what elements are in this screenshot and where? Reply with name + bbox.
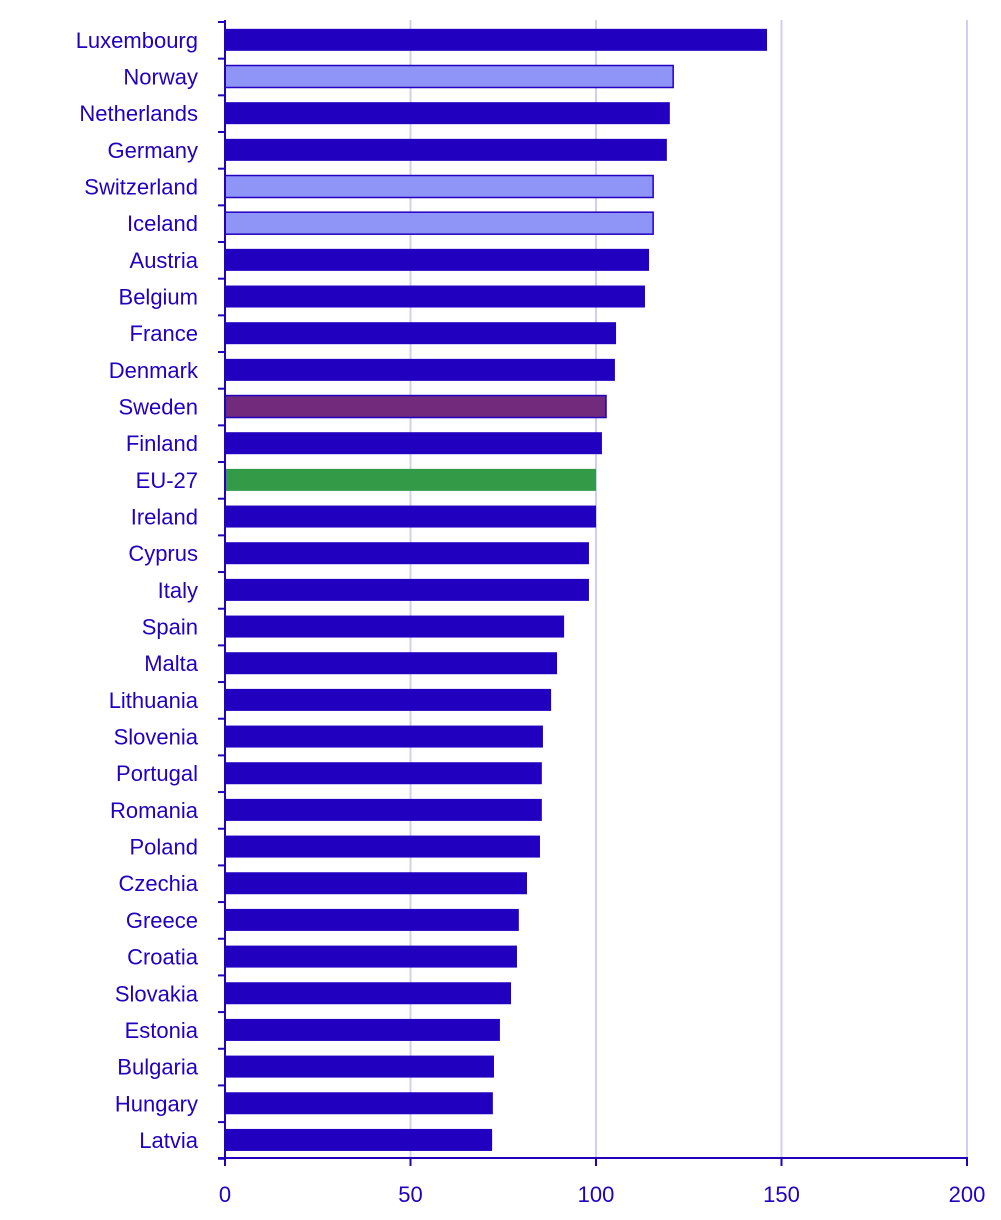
bar-netherlands xyxy=(225,102,670,125)
category-label: Belgium xyxy=(119,285,198,310)
bar-france xyxy=(225,322,617,345)
x-tick-label: 0 xyxy=(219,1182,231,1207)
category-label: Netherlands xyxy=(79,101,198,126)
category-label: Romania xyxy=(110,798,199,823)
category-label: Latvia xyxy=(139,1128,198,1153)
bar-spain xyxy=(225,615,565,638)
bar-ireland xyxy=(225,505,596,528)
bar-eu-27 xyxy=(225,468,596,491)
bar-bulgaria xyxy=(225,1055,494,1078)
category-label: Poland xyxy=(129,835,198,860)
x-tick-label: 200 xyxy=(949,1182,986,1207)
bar-luxembourg xyxy=(225,28,768,51)
category-label: Hungary xyxy=(115,1091,198,1116)
bar-iceland xyxy=(224,211,654,235)
bar-latvia xyxy=(225,1128,493,1151)
category-label: Iceland xyxy=(127,211,198,236)
bar-romania xyxy=(225,798,542,821)
category-label: Lithuania xyxy=(109,688,199,713)
category-label: Czechia xyxy=(119,871,199,896)
bar-norway xyxy=(224,64,674,89)
bar-greece xyxy=(225,908,519,931)
category-label: Norway xyxy=(123,65,198,90)
category-label: EU-27 xyxy=(136,468,198,493)
category-label: Portugal xyxy=(116,761,198,786)
bar-lithuania xyxy=(225,688,552,711)
bar-austria xyxy=(225,248,650,271)
bar-slovakia xyxy=(225,982,512,1005)
bar-croatia xyxy=(225,945,517,968)
category-label: Denmark xyxy=(109,358,199,383)
bar-poland xyxy=(225,835,540,858)
category-label: Greece xyxy=(126,908,198,933)
bar-portugal xyxy=(225,762,542,785)
category-label: Slovenia xyxy=(114,725,199,750)
category-label: Austria xyxy=(130,248,199,273)
bar-malta xyxy=(225,652,558,675)
bar-finland xyxy=(225,432,602,455)
category-label: Croatia xyxy=(127,945,199,970)
category-label: Sweden xyxy=(118,395,198,420)
x-tick-label: 150 xyxy=(763,1182,800,1207)
bar-cyprus xyxy=(225,542,589,565)
category-label: Germany xyxy=(108,138,198,163)
category-label: Switzerland xyxy=(84,175,198,200)
x-tick-label: 50 xyxy=(398,1182,422,1207)
bar-switzerland xyxy=(224,174,654,199)
bar-slovenia xyxy=(225,725,543,748)
bar-denmark xyxy=(225,358,615,381)
bar-italy xyxy=(225,578,589,601)
category-label: Spain xyxy=(142,615,198,640)
category-label: Bulgaria xyxy=(117,1055,198,1080)
bar-belgium xyxy=(225,285,645,308)
category-label: Estonia xyxy=(125,1018,199,1043)
category-label: Malta xyxy=(144,651,199,676)
category-label: France xyxy=(130,321,198,346)
category-label: Cyprus xyxy=(128,541,198,566)
category-label: Slovakia xyxy=(115,981,199,1006)
category-label: Luxembourg xyxy=(76,28,198,53)
bar-germany xyxy=(225,138,667,161)
category-label: Finland xyxy=(126,431,198,456)
bar-estonia xyxy=(225,1018,500,1041)
bar-sweden xyxy=(224,394,607,419)
category-label: Italy xyxy=(158,578,198,603)
bar-hungary xyxy=(225,1092,493,1115)
bar-czechia xyxy=(225,872,527,895)
x-tick-label: 100 xyxy=(578,1182,615,1207)
category-label: Ireland xyxy=(131,505,198,530)
